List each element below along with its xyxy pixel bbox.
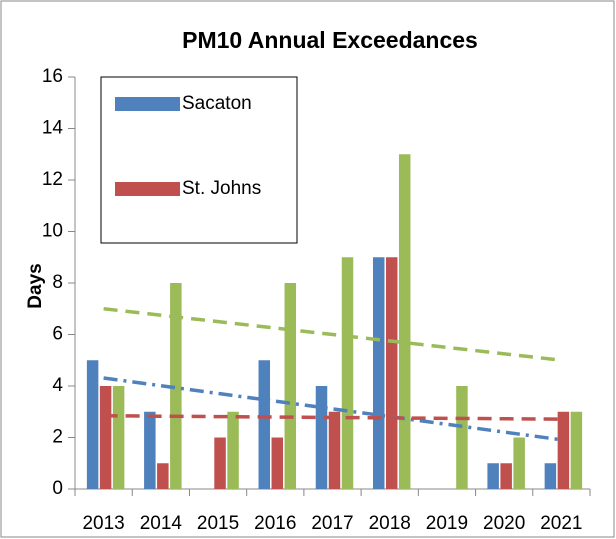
chart-title: PM10 Annual Exceedances <box>182 27 478 53</box>
x-tick-label: 2018 <box>369 513 411 534</box>
bar <box>170 283 182 489</box>
legend-swatch <box>115 97 180 111</box>
x-tick-label: 2014 <box>140 513 183 534</box>
y-tick-label: 6 <box>52 324 63 345</box>
bar <box>284 283 297 489</box>
legend-swatch <box>115 182 180 196</box>
y-tick-label: 14 <box>42 118 64 139</box>
y-tick-label: 0 <box>52 478 63 499</box>
y-axis-label: Days <box>25 263 46 308</box>
bar <box>271 437 284 489</box>
y-tick-label: 12 <box>42 169 63 190</box>
bar <box>86 360 99 489</box>
bar <box>372 257 385 489</box>
y-tick-label: 4 <box>52 375 63 396</box>
x-tick-label: 2021 <box>540 513 582 534</box>
x-tick-label: 2019 <box>426 513 468 534</box>
trendline <box>103 414 562 421</box>
bar <box>500 463 512 489</box>
trendline <box>103 307 562 362</box>
bar <box>456 386 468 489</box>
bar <box>112 386 125 489</box>
bar <box>258 360 271 489</box>
legend-label: Sacaton <box>182 93 252 114</box>
legend-label: St. Johns <box>182 178 261 199</box>
bar <box>315 386 328 489</box>
trendline <box>103 376 562 442</box>
x-tick-label: 2015 <box>197 513 239 534</box>
bar <box>513 437 525 489</box>
bar <box>227 411 239 489</box>
bar <box>385 257 398 489</box>
bar <box>487 463 499 489</box>
bar <box>99 386 112 489</box>
y-tick-label: 8 <box>52 272 63 293</box>
x-tick-label: 2013 <box>82 513 124 534</box>
y-tick-label: 16 <box>42 66 63 87</box>
x-tick-label: 2016 <box>254 513 296 534</box>
bar <box>157 463 169 489</box>
x-tick-label: 2017 <box>311 513 353 534</box>
y-tick-label: 2 <box>52 427 63 448</box>
bar <box>398 154 411 489</box>
x-tick-label: 2020 <box>483 513 525 534</box>
legend: Sacaton St. Johns <box>100 76 298 244</box>
bar <box>144 411 156 489</box>
bar <box>328 411 341 489</box>
bar <box>341 257 354 489</box>
bar <box>557 411 570 489</box>
bar <box>570 411 583 489</box>
bar <box>544 463 557 489</box>
y-tick-label: 10 <box>42 221 63 242</box>
bar <box>214 437 226 489</box>
